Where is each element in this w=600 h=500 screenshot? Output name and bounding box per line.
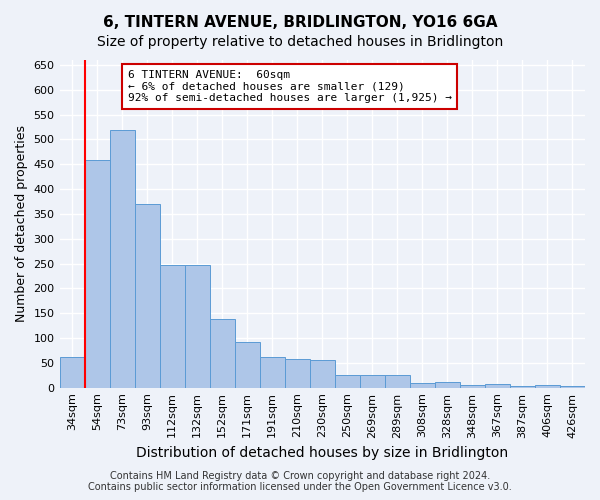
Bar: [535, 384, 560, 388]
Bar: [185, 264, 209, 388]
X-axis label: Distribution of detached houses by size in Bridlington: Distribution of detached houses by size …: [136, 446, 508, 460]
Bar: [435, 382, 460, 388]
Y-axis label: Number of detached properties: Number of detached properties: [15, 126, 28, 322]
Bar: [310, 360, 335, 388]
Bar: [335, 376, 360, 388]
Bar: [510, 386, 535, 388]
Bar: [110, 130, 134, 388]
Bar: [160, 264, 185, 388]
Bar: [560, 386, 585, 388]
Bar: [410, 382, 435, 388]
Bar: [209, 319, 235, 388]
Bar: [385, 375, 410, 388]
Bar: [285, 359, 310, 388]
Text: Contains HM Land Registry data © Crown copyright and database right 2024.
Contai: Contains HM Land Registry data © Crown c…: [88, 471, 512, 492]
Bar: [485, 384, 510, 388]
Text: 6 TINTERN AVENUE:  60sqm
← 6% of detached houses are smaller (129)
92% of semi-d: 6 TINTERN AVENUE: 60sqm ← 6% of detached…: [128, 70, 452, 103]
Text: 6, TINTERN AVENUE, BRIDLINGTON, YO16 6GA: 6, TINTERN AVENUE, BRIDLINGTON, YO16 6GA: [103, 15, 497, 30]
Bar: [134, 204, 160, 388]
Bar: [59, 357, 85, 388]
Bar: [360, 376, 385, 388]
Bar: [460, 385, 485, 388]
Bar: [85, 160, 110, 388]
Text: Size of property relative to detached houses in Bridlington: Size of property relative to detached ho…: [97, 35, 503, 49]
Bar: [260, 357, 285, 388]
Bar: [235, 342, 260, 388]
